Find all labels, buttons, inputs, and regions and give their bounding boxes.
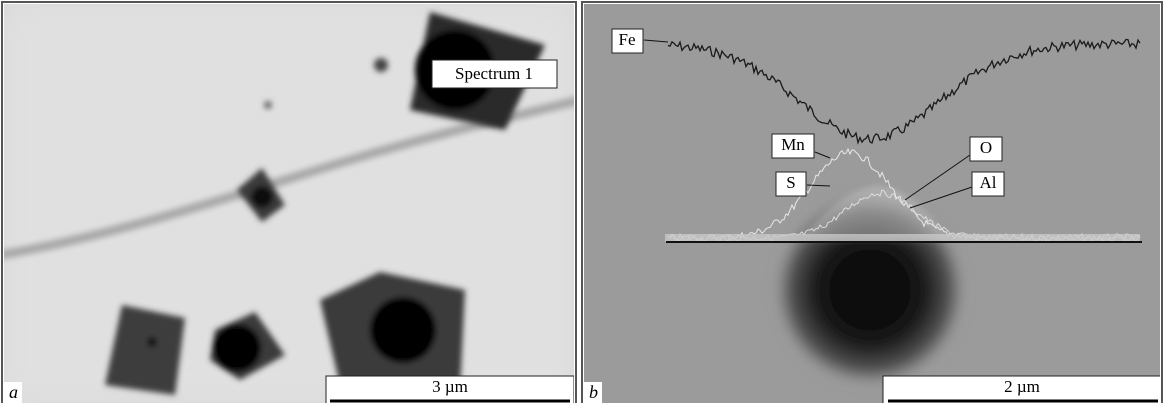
annotation: Mn — [781, 135, 805, 154]
annotation: S — [786, 173, 795, 192]
baseline-noise — [665, 234, 1140, 242]
annotation: Spectrum 1 — [455, 64, 533, 83]
scale-bar-label: 3 µm — [432, 377, 468, 396]
annotation: Al — [980, 173, 997, 192]
figure: Spectrum 1 3 µm a Fe Mn S — [0, 0, 1164, 403]
panel-b: Fe Mn S O Al 2 µm b — [584, 4, 1163, 403]
panel-a: Spectrum 1 3 µm a — [0, 4, 580, 403]
annotation: O — [980, 138, 992, 157]
scale-bar-label: 2 µm — [1004, 377, 1040, 396]
panel-label: b — [589, 382, 598, 402]
panel-label: a — [9, 382, 18, 402]
annotation: Fe — [619, 30, 636, 49]
